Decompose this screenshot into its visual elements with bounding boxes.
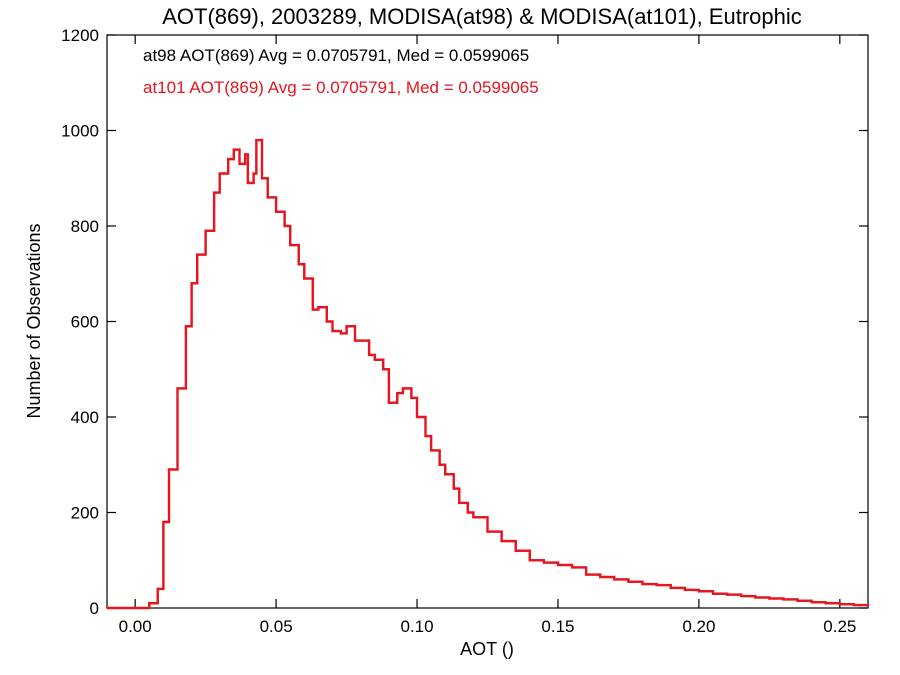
x-tick-label: 0.00 bbox=[119, 617, 152, 636]
y-tick-label: 200 bbox=[71, 504, 99, 523]
histogram-series-0 bbox=[107, 139, 869, 609]
histogram-series-1 bbox=[107, 138, 870, 610]
annotation-at98: at98 AOT(869) Avg = 0.0705791, Med = 0.0… bbox=[143, 46, 529, 65]
y-tick-label: 0 bbox=[90, 599, 99, 618]
y-tick-label: 600 bbox=[71, 313, 99, 332]
x-tick-label: 0.05 bbox=[260, 617, 293, 636]
x-tick-label: 0.20 bbox=[682, 617, 715, 636]
annotation-at101: at101 AOT(869) Avg = 0.0705791, Med = 0.… bbox=[143, 78, 539, 97]
x-tick-label: 0.25 bbox=[823, 617, 856, 636]
y-tick-label: 800 bbox=[71, 217, 99, 236]
x-tick-label: 0.15 bbox=[541, 617, 574, 636]
x-axis: 0.00 0.05 0.10 0.15 0.20 0.25 bbox=[119, 35, 856, 636]
y-tick-label: 1000 bbox=[61, 122, 99, 141]
chart-title: AOT(869), 2003289, MODISA(at98) & MODISA… bbox=[162, 4, 802, 29]
series-layer bbox=[107, 138, 870, 610]
y-axis: 0 200 400 600 800 1000 1200 bbox=[61, 26, 868, 618]
y-tick-label: 1200 bbox=[61, 26, 99, 45]
y-tick-label: 400 bbox=[71, 408, 99, 427]
x-axis-label: AOT () bbox=[460, 639, 514, 659]
x-tick-label: 0.10 bbox=[400, 617, 433, 636]
y-axis-label: Number of Observations bbox=[24, 223, 44, 418]
